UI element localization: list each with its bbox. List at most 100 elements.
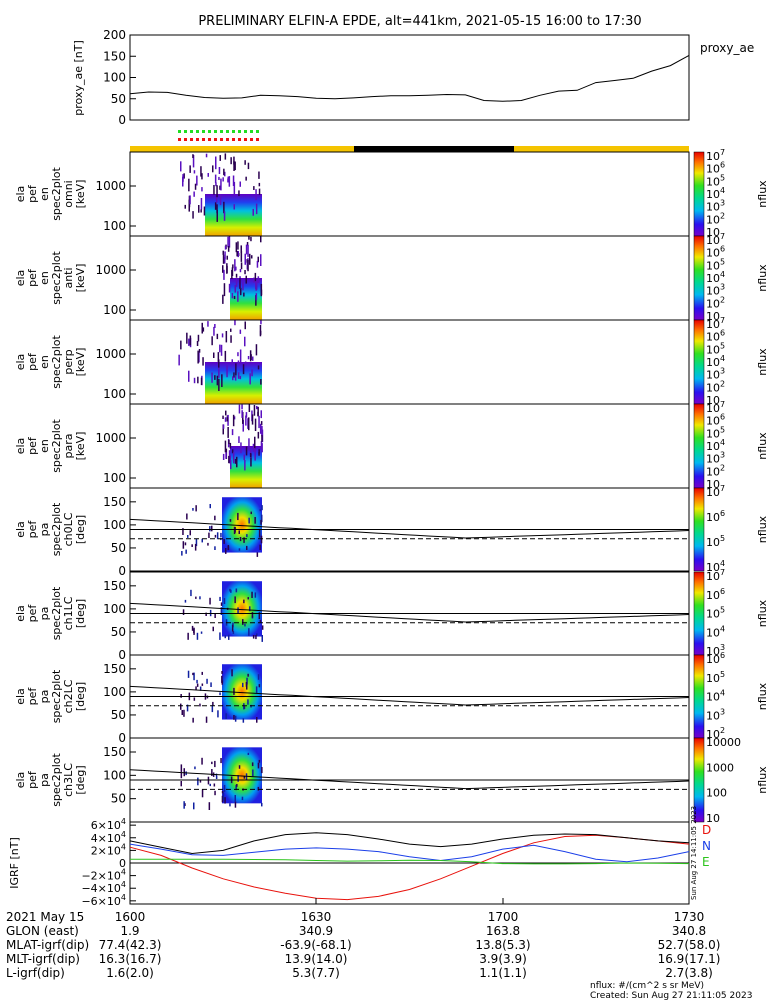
spec-ytick-label: 1000 [95, 179, 126, 193]
pitch-angle-pixel [191, 544, 193, 547]
pitch-angle-pixel [243, 775, 246, 779]
pa-ytick-label: 0 [118, 564, 126, 578]
marker-red [202, 138, 205, 141]
spectrogram-pixel [260, 254, 262, 266]
marker-red [214, 138, 217, 141]
pa-ytick-label: 150 [103, 745, 126, 759]
spec-panel-frame [129, 235, 690, 321]
spectrogram-pixel [235, 266, 237, 271]
pitch-angle-pixel [225, 548, 227, 554]
spectrogram-pixel [231, 359, 233, 365]
pitch-angle-pixel [195, 538, 198, 547]
pitch-angle-pixel [182, 541, 185, 549]
spectrogram-pixel [245, 275, 247, 284]
pitch-angle-pixel [230, 589, 232, 593]
pitch-angle-pixel [214, 534, 217, 538]
spectrogram-pixel [253, 186, 255, 190]
panel-ylabel-line: ela [14, 186, 27, 203]
pitch-angle-pixel [259, 544, 261, 550]
marker-red [256, 138, 259, 141]
spectrogram-pixel [256, 405, 258, 410]
panel-ylabel-line: en [38, 355, 51, 369]
spectrogram-pixel [259, 423, 262, 434]
pitch-angle-pixel [192, 672, 194, 676]
pitch-angle-pixel [183, 709, 185, 717]
pitch-angle-pixel [232, 631, 235, 634]
colorbar-tick-label: 10 [706, 226, 720, 239]
ephem-c1-r2: -63.9(-68.1) [280, 938, 351, 952]
colorbar-tick-label: 10 [706, 310, 720, 323]
pitch-angle-pixel [183, 768, 185, 777]
spectrogram-pixel [244, 270, 246, 275]
pitch-angle-pixel [252, 635, 255, 639]
spectrogram-pixel [200, 198, 203, 210]
spectrogram-pixel [216, 375, 219, 386]
spectrogram-pixel [236, 456, 238, 468]
pitch-angle-pixel [251, 762, 254, 767]
spectrogram-pixel [260, 236, 262, 243]
pitch-angle-pixel [242, 718, 245, 723]
pitch-angle-pixel [208, 532, 210, 538]
pitch-angle-pixel [255, 686, 258, 693]
pitch-angle-pixel [251, 612, 254, 618]
panel-ylabel-line: spec2plot [50, 251, 63, 305]
spectrogram-pixel [226, 263, 228, 274]
pitch-angle-pixel [239, 537, 242, 542]
pitch-angle-pixel [241, 796, 244, 801]
colorbar-tick-label: 107 [706, 484, 725, 499]
spectrogram-pixel [211, 336, 213, 346]
marker-green [244, 130, 247, 133]
pitch-angle-pixel [257, 674, 260, 680]
panel-ylabel-line: [deg] [74, 515, 87, 544]
spectrogram-fill [205, 362, 262, 404]
marker-red [184, 138, 187, 141]
marker-red [226, 138, 229, 141]
ephem-c2-r2: 13.8(5.3) [475, 938, 530, 952]
spectrogram-pixel [257, 276, 260, 283]
ephem-c0-r1: 1.9 [120, 924, 139, 938]
spectrogram-pixel [234, 458, 237, 464]
pitch-angle-pixel [201, 683, 204, 686]
pitch-angle-pixel [246, 545, 248, 550]
spec-ytick-label: 100 [103, 387, 126, 401]
spectrogram-pixel [247, 418, 249, 429]
colorbar-tick-label: 105 [706, 606, 725, 621]
panel-ylabel-line: spec2plot [50, 669, 63, 723]
spectrogram-pixel [213, 326, 215, 336]
spectrogram-pixel [253, 448, 256, 452]
panel-ylabel-line: ela [14, 521, 27, 538]
spectrogram-pixel [238, 436, 240, 443]
spectrogram-pixel [242, 364, 245, 375]
spectrogram-pixel [242, 412, 244, 424]
pitch-angle-pixel [234, 596, 236, 604]
pitch-angle-pixel [187, 670, 190, 678]
igrf-ytick-label: 2×104 [91, 842, 126, 857]
pitch-angle-pixel [254, 592, 257, 598]
pitch-angle-pixel [211, 769, 213, 776]
spectrogram-pixel [254, 272, 257, 282]
status-bar [130, 146, 689, 152]
proxy-ae-yticks: 200 150 100 50 0 [103, 28, 136, 127]
spectrogram-pixel [207, 173, 209, 177]
panel-ylabel-line: ch3LC [62, 763, 75, 797]
pa-ytick-label: 0 [118, 731, 126, 745]
colorbar-label: nflux [756, 682, 769, 710]
spectrogram-pixel [223, 201, 225, 214]
spec-ytick-label: 1000 [95, 431, 126, 445]
spectrogram-pixel [247, 162, 250, 170]
spectrogram-pixel [228, 236, 231, 248]
pitch-angle-pixel [246, 534, 248, 538]
panel-ylabel-line: ch1LC [62, 596, 75, 630]
pitch-angle-pixel [258, 684, 261, 688]
spectrogram-pixel [232, 376, 234, 381]
pitch-angle-pixel [247, 752, 250, 755]
colorbar-tick-label: 1000 [706, 761, 734, 774]
spectrogram-pixel [219, 344, 221, 353]
ephem-row-label-1: GLON (east) [6, 924, 79, 938]
pitch-angle-pixel [183, 801, 185, 809]
spectrogram-pixel [261, 435, 263, 442]
spectrogram-pixel [247, 356, 250, 360]
spectrogram-pixel [240, 245, 242, 254]
spectrogram-pixel [222, 424, 224, 435]
